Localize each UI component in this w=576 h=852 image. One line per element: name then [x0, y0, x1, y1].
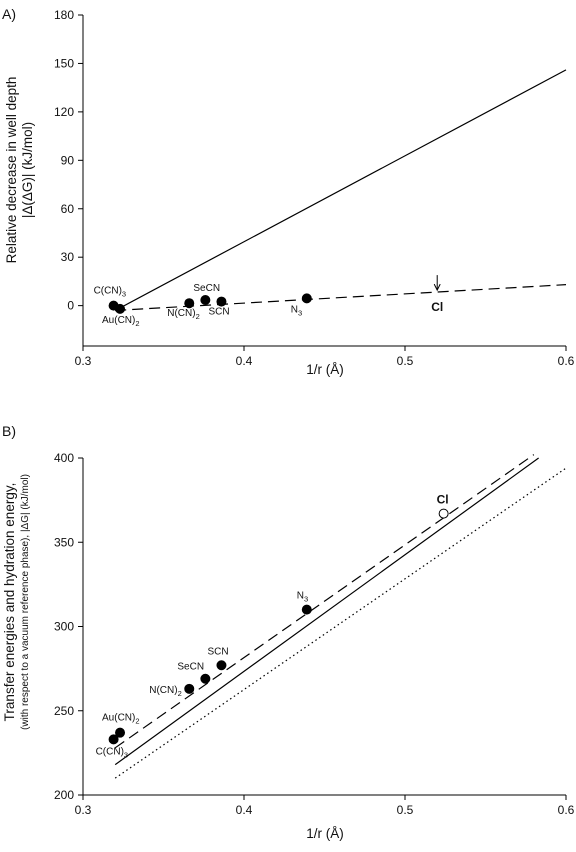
- panel-b-x-tick-label: 0.3: [75, 803, 92, 817]
- panel-a-solid-fit-line: [114, 69, 567, 312]
- panel-b-x-tick-label: 0.6: [558, 803, 575, 817]
- panel-a-ylabel-line2: |Δ(ΔG)| (kJ/mol): [20, 122, 35, 218]
- panel-b-ylabel-line1: Transfer energies and hydration energy,: [2, 483, 17, 722]
- panel-b-point-label: Au(CN)2: [102, 713, 140, 726]
- panel-a-data-point: [115, 303, 126, 314]
- panel-a-xlabel: 1/r (Å): [306, 362, 344, 377]
- panel-a-dashed-fit-line: [115, 284, 567, 312]
- panel-b-dashed-fit-line: [114, 454, 535, 749]
- panel-a-y-tick-label: 180: [54, 8, 74, 22]
- panel-a-x-tick-label: 0.4: [236, 354, 253, 368]
- panel-a-point-label: Au(CN)2: [102, 315, 140, 328]
- panel-b-data-point: [115, 727, 126, 738]
- panel-b-label: B): [2, 423, 16, 439]
- panel-a-y-tick-label: 120: [54, 105, 74, 119]
- panel-b-point-label: N3: [297, 591, 308, 604]
- panel-a-label: A): [2, 6, 16, 22]
- panel-b-point-label: C(CN)3: [96, 746, 129, 759]
- panel-b-y-tick-label: 250: [54, 704, 74, 718]
- panel-a-plot: 0.3 0.4 0.5 0.6 0 30 60 90 120 150 180 C(CN)3 Au(CN)…: [54, 8, 575, 368]
- panel-a-y-tick-label: 150: [54, 56, 74, 70]
- panel-b-point-label: SCN: [207, 646, 228, 657]
- panel-b-point-label: N(CN)2: [149, 685, 182, 698]
- panel-b-data-point: [200, 673, 211, 684]
- panel-a-data-point: [200, 294, 211, 305]
- panel-a-x-tick-label: 0.3: [75, 354, 92, 368]
- panel-b-x-tick-label: 0.4: [236, 803, 253, 817]
- panel-a-y-tick-label: 90: [61, 153, 75, 167]
- panel-a: A) Relative decrease in well depth |Δ(ΔG…: [2, 6, 575, 377]
- panel-b-point-label: SeCN: [177, 662, 204, 673]
- panel-a-data-point: [301, 293, 312, 304]
- panel-b-plot: 0.3 0.4 0.5 0.6 200 250 300 350 400 C(CN)3 Au(CN)2…: [54, 451, 575, 817]
- panel-b-y-tick-label: 350: [54, 535, 74, 549]
- panel-a-y-tick-label: 60: [61, 202, 75, 216]
- panel-a-x-tick-label: 0.6: [558, 354, 575, 368]
- panel-b-xlabel: 1/r (Å): [306, 826, 344, 841]
- panel-a-point-label: N3: [291, 304, 302, 317]
- panel-b-x-tick-label: 0.5: [397, 803, 414, 817]
- panel-b-data-point: [216, 660, 227, 671]
- panel-b-dotted-fit-line: [114, 467, 567, 779]
- panel-b-ylabel-line2: (with respect to a vacuum reference phas…: [20, 474, 31, 730]
- panel-b-data-point: [108, 734, 119, 745]
- panel-a-data-point: [216, 296, 227, 307]
- panel-a-y-tick-label: 0: [67, 299, 74, 313]
- panel-a-point-label: SeCN: [193, 283, 220, 294]
- panel-a-point-label: SCN: [208, 307, 229, 318]
- panel-a-data-point: [184, 298, 195, 309]
- panel-a-ylabel-line1: Relative decrease in well depth: [4, 77, 19, 264]
- panel-a-y-tick-label: 30: [61, 250, 75, 264]
- panel-a-annotation-arrowhead: [433, 283, 441, 292]
- panel-b-data-point: [184, 683, 195, 694]
- panel-b-data-point: [438, 508, 449, 519]
- panel-b-point-label: Cl: [437, 493, 449, 507]
- panel-a-annotation-label: Cl: [431, 300, 443, 314]
- panel-b: B) Transfer energies and hydration energ…: [2, 423, 575, 841]
- panel-a-point-label: N(CN)2: [167, 308, 200, 321]
- panel-b-y-tick-label: 300: [54, 620, 74, 634]
- panel-b-solid-fit-line: [114, 457, 539, 766]
- panel-a-x-tick-label: 0.5: [397, 354, 414, 368]
- panel-b-y-tick-label: 400: [54, 451, 74, 465]
- panel-b-data-point: [301, 604, 312, 615]
- panel-b-y-tick-label: 200: [54, 788, 74, 802]
- panel-a-point-label: C(CN)3: [94, 286, 127, 299]
